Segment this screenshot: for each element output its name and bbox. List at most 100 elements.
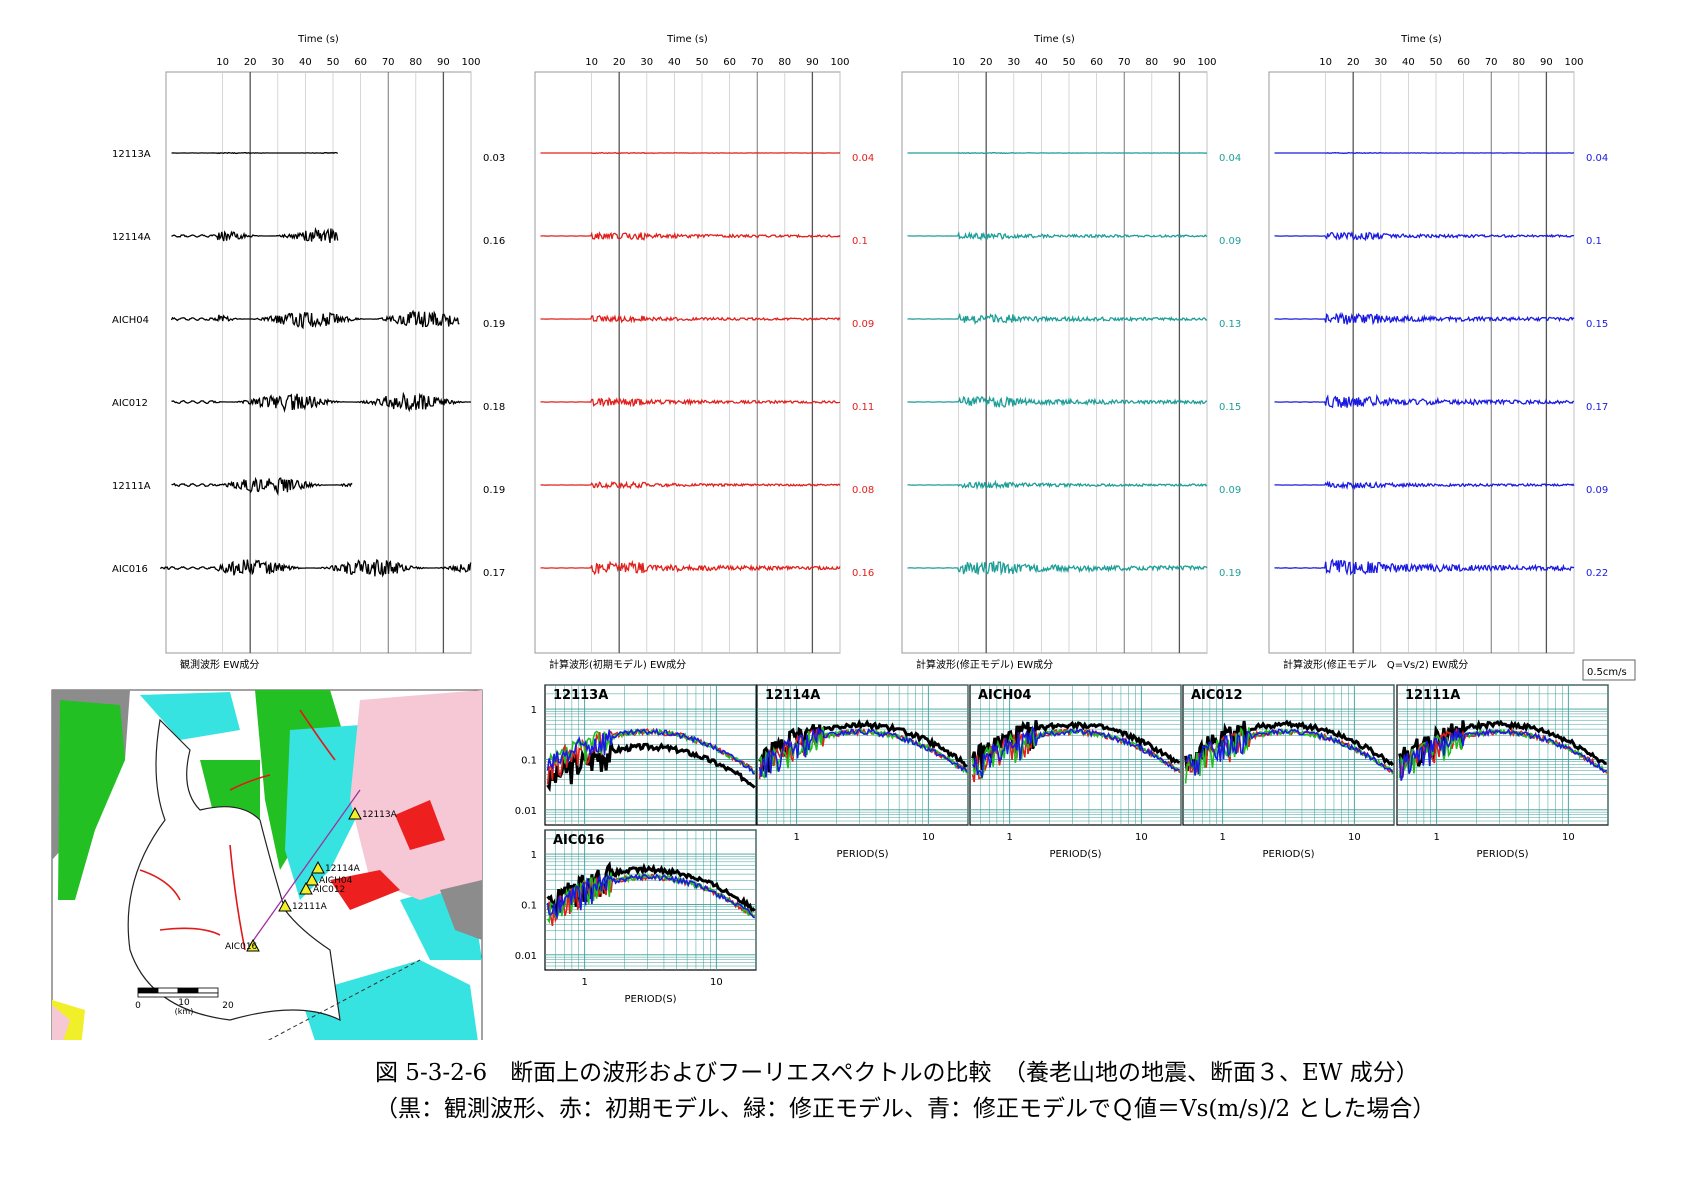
waveform-trace-AICH04 bbox=[170, 309, 460, 330]
time-tick-label: 50 bbox=[1430, 57, 1443, 68]
time-tick-label: 20 bbox=[980, 57, 993, 68]
station-marker bbox=[348, 806, 362, 820]
spectrum-curve-observed bbox=[758, 718, 968, 773]
section-line bbox=[249, 789, 361, 946]
time-tick-label: 80 bbox=[409, 57, 422, 68]
station-marker bbox=[299, 881, 313, 895]
station-label: AIC016 bbox=[112, 564, 148, 575]
waveform-trace-12111A bbox=[171, 476, 353, 496]
peak-value-label: 0.16 bbox=[483, 236, 505, 247]
time-tick-label: 60 bbox=[354, 57, 367, 68]
time-tick-label: 60 bbox=[1090, 57, 1103, 68]
spectrum-x-label: PERIOD(S) bbox=[1477, 849, 1529, 860]
station-marker bbox=[311, 860, 325, 874]
spectrum-station-label: 12113A bbox=[553, 688, 608, 703]
time-tick-label: 20 bbox=[613, 57, 626, 68]
time-tick-label: 90 bbox=[1540, 57, 1553, 68]
spectrum-y-tick: 1 bbox=[531, 705, 537, 716]
spectrum-frame bbox=[544, 684, 757, 826]
time-tick-label: 100 bbox=[1564, 57, 1583, 68]
station-marker bbox=[246, 938, 260, 952]
map-region bbox=[330, 870, 400, 910]
spectrum-x-tick: 10 bbox=[710, 977, 723, 988]
time-axis-title: Time (s) bbox=[1033, 34, 1075, 45]
spectrum-y-tick: 0.01 bbox=[515, 951, 537, 962]
panel-label: 計算波形(修正モデル) EW成分 bbox=[916, 658, 1053, 671]
scale-bar-box bbox=[1582, 659, 1636, 681]
time-axis-title: Time (s) bbox=[666, 34, 708, 45]
time-tick-label: 50 bbox=[327, 57, 340, 68]
time-tick-label: 20 bbox=[1347, 57, 1360, 68]
spectrum-curve-modified_q bbox=[758, 727, 968, 778]
spectrum-curve-observed bbox=[546, 742, 756, 793]
waveform-trace-AICH04 bbox=[540, 314, 841, 324]
map-station-label: AIC016 bbox=[225, 942, 258, 952]
time-tick-label: 10 bbox=[952, 57, 965, 68]
bay-outline bbox=[127, 718, 341, 1022]
station-label: 12111A bbox=[112, 481, 151, 492]
time-tick-label: 60 bbox=[723, 57, 736, 68]
time-axis-title: Time (s) bbox=[297, 34, 339, 45]
time-tick-label: 60 bbox=[1457, 57, 1470, 68]
map-station-label: AICH04 bbox=[319, 876, 353, 886]
peak-value-label: 0.04 bbox=[852, 153, 874, 164]
peak-value-label: 0.04 bbox=[1586, 153, 1608, 164]
map-station-label: 12113A bbox=[362, 810, 398, 820]
time-tick-label: 50 bbox=[696, 57, 709, 68]
time-tick-label: 70 bbox=[751, 57, 764, 68]
waveform-trace-AIC016 bbox=[159, 558, 472, 578]
time-tick-label: 10 bbox=[585, 57, 598, 68]
waveform-trace-12113A bbox=[907, 151, 1208, 155]
station-label: AICH04 bbox=[112, 315, 149, 326]
map-scale-segment bbox=[137, 992, 219, 998]
peak-value-label: 0.15 bbox=[1219, 402, 1241, 413]
time-tick-label: 80 bbox=[1145, 57, 1158, 68]
time-tick-label: 80 bbox=[1512, 57, 1525, 68]
waveform-trace-12111A bbox=[540, 480, 841, 490]
spectrum-curve-observed bbox=[546, 860, 756, 918]
waveform-trace-12114A bbox=[171, 226, 339, 244]
map-station-label: 12111A bbox=[292, 902, 328, 912]
peak-value-label: 0.09 bbox=[1219, 236, 1241, 247]
station-label: AIC012 bbox=[112, 398, 148, 409]
map-scale-segment bbox=[157, 987, 179, 994]
time-tick-label: 10 bbox=[216, 57, 229, 68]
waveform-trace-AIC016 bbox=[1274, 558, 1575, 576]
time-tick-label: 90 bbox=[1173, 57, 1186, 68]
panel-label: 観測波形 EW成分 bbox=[180, 658, 259, 671]
time-tick-label: 20 bbox=[244, 57, 257, 68]
waveform-trace-AICH04 bbox=[907, 312, 1208, 325]
peak-value-label: 0.09 bbox=[1219, 485, 1241, 496]
spectrum-panel-AIC012: AIC012 1 10 PERIOD(S) bbox=[1182, 684, 1395, 860]
waveform-panel-2: Time (s) 10 20 30 40 50 60 70 80 90 100 計算波形(初期モデル)… bbox=[534, 34, 874, 671]
time-tick-label: 70 bbox=[1118, 57, 1131, 68]
map-region bbox=[58, 700, 125, 900]
fault-line bbox=[159, 927, 221, 936]
waveform-trace-AIC012 bbox=[171, 391, 471, 413]
peak-value-label: 0.19 bbox=[1219, 568, 1241, 579]
figure-caption-line2: （黒：観測波形、赤：初期モデル、緑：修正モデル、青：修正モデルでＱ値＝Vs(m/… bbox=[375, 1096, 1436, 1122]
waveform-trace-AIC012 bbox=[1274, 393, 1575, 409]
spectrum-curve-observed bbox=[1398, 719, 1607, 767]
spectrum-curve-modified_q bbox=[1184, 728, 1394, 776]
map-scale-segment bbox=[137, 987, 159, 994]
peak-value-label: 0.22 bbox=[1586, 568, 1608, 579]
peak-value-label: 0.1 bbox=[1586, 236, 1602, 247]
waveform-trace-AIC012 bbox=[907, 395, 1207, 408]
waveform-panels: Time (s) 10 20 30 40 50 60 70 80 90 100 観測波形 EW成分 12… bbox=[112, 34, 1636, 681]
spectrum-station-label: 12114A bbox=[765, 688, 820, 703]
spectrum-x-label: PERIOD(S) bbox=[1050, 849, 1102, 860]
time-tick-label: 40 bbox=[299, 57, 312, 68]
map-station-label: 12114A bbox=[325, 864, 361, 874]
waveform-trace-12113A bbox=[1274, 151, 1574, 155]
panel-frame bbox=[1268, 71, 1575, 654]
waveform-trace-12111A bbox=[1274, 480, 1575, 491]
spectrum-y-tick: 0.1 bbox=[521, 900, 537, 911]
station-marker bbox=[305, 872, 319, 886]
map-region bbox=[395, 800, 445, 850]
panel-label: 計算波形(初期モデル) EW成分 bbox=[549, 658, 686, 671]
map-station-label: AIC012 bbox=[313, 885, 345, 895]
waveform-trace-12114A bbox=[540, 231, 841, 242]
spectrum-panel-AIC016: AIC016 1 0.1 0.01 1 10 PERIOD(S) bbox=[515, 829, 757, 1005]
